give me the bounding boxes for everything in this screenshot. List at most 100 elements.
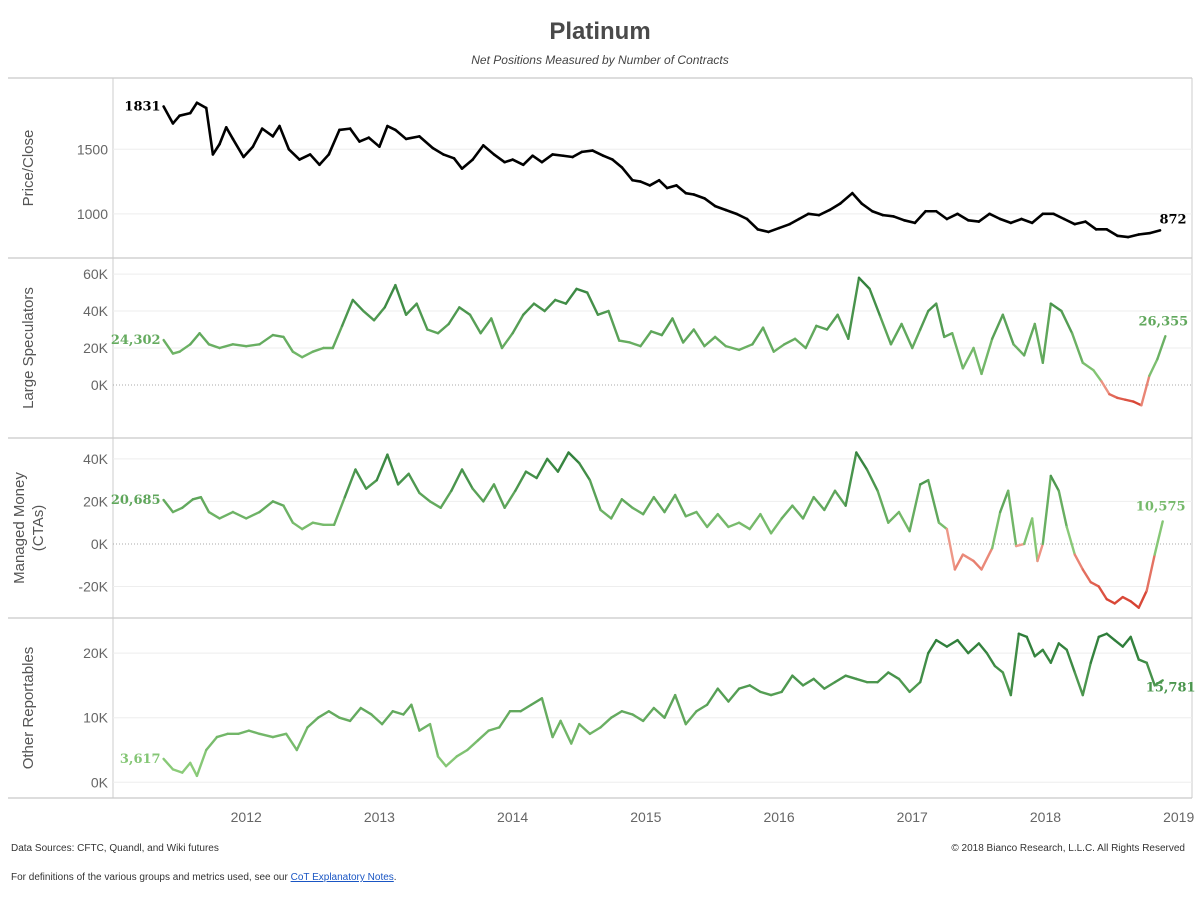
series-segment	[532, 302, 546, 313]
series-segment	[1049, 302, 1063, 313]
series-segment	[1129, 600, 1140, 609]
series-segment	[181, 498, 195, 509]
y-tick-label: -20K	[78, 578, 108, 594]
series-segment	[1062, 217, 1077, 226]
series-segment	[282, 335, 295, 353]
series-segment	[218, 510, 235, 520]
series-segment	[1025, 635, 1037, 658]
definitions-note: For definitions of the various groups an…	[11, 872, 397, 883]
series-segment	[985, 651, 997, 668]
series-segment	[990, 510, 1002, 550]
series-segment	[1145, 661, 1156, 687]
end-value-label: 10,575	[1136, 499, 1186, 514]
series-segment	[1137, 658, 1148, 664]
series-segment	[500, 332, 514, 350]
series-segment	[855, 677, 869, 684]
series-segment	[338, 716, 352, 723]
copyright-note: © 2018 Bianco Research, L.L.C. All Right…	[951, 843, 1185, 854]
series-segment	[703, 197, 717, 208]
series-segment	[1070, 332, 1084, 364]
series-segment	[945, 527, 957, 571]
series-segment	[1140, 374, 1151, 407]
series-segment	[836, 313, 850, 340]
series-segment	[695, 510, 709, 529]
series-segment	[1041, 302, 1052, 364]
x-tick-label: 2013	[364, 809, 395, 825]
series-segment	[237, 729, 251, 736]
series-segment	[684, 710, 698, 726]
series-segment	[737, 521, 751, 531]
y-tick-label: 20K	[83, 493, 109, 509]
series-segment	[1124, 398, 1135, 403]
series-segment	[215, 732, 229, 739]
series-segment	[988, 212, 1002, 221]
series-segment	[804, 324, 818, 350]
y-tick-label: 60K	[83, 266, 109, 282]
series-segment	[780, 504, 794, 520]
series-segment	[586, 291, 600, 316]
y-tick-label: 10K	[83, 710, 109, 726]
series-segment	[1121, 595, 1132, 603]
series-segment	[1014, 542, 1026, 548]
series-segment	[207, 343, 221, 350]
series-segment	[1057, 642, 1068, 652]
series-segment	[977, 642, 989, 655]
series-segment	[571, 150, 584, 159]
series-segment	[956, 638, 970, 655]
series-segment	[937, 521, 949, 531]
series-segment	[972, 559, 983, 571]
series-segment	[588, 478, 602, 512]
series-segment	[578, 461, 592, 482]
data-sources-note: Data Sources: CFTC, Quandl, and Wiki fut…	[11, 843, 219, 854]
series-segment	[961, 346, 975, 370]
series-segment	[998, 217, 1013, 225]
series-segment	[748, 684, 762, 694]
series-segment	[1153, 679, 1164, 687]
series-segment	[769, 690, 783, 697]
series-segment	[458, 306, 472, 316]
series-segment	[308, 153, 321, 167]
series-segment	[195, 101, 208, 110]
series-segment	[511, 313, 525, 335]
series-segment	[793, 337, 807, 350]
series-segment	[1156, 335, 1167, 361]
series-segment	[695, 703, 709, 713]
series-segment	[966, 218, 981, 223]
series-segment	[407, 472, 421, 495]
y-axis-label: Other Reportables	[20, 647, 37, 770]
series-segment	[892, 215, 906, 222]
series-segment	[919, 309, 930, 331]
series-segment	[648, 178, 661, 187]
series-segment	[291, 521, 304, 531]
series-segment	[876, 671, 890, 684]
series-segment	[902, 218, 917, 225]
series-segment	[559, 719, 573, 745]
y-axis-label: Managed Money (CTAs)	[11, 472, 47, 584]
series-segment	[383, 283, 397, 309]
series-segment	[745, 217, 760, 231]
definitions-period: .	[393, 872, 397, 883]
series-segment	[431, 146, 445, 156]
y-axis-label: Price/Close	[20, 130, 37, 207]
series-segment	[271, 500, 285, 507]
series-segment	[418, 135, 435, 150]
series-segment	[306, 716, 320, 729]
series-segment	[343, 468, 357, 499]
series-segment	[1033, 648, 1045, 658]
definitions-text: For definitions of the various groups an…	[11, 872, 291, 883]
series-segment	[908, 483, 922, 533]
series-segment	[1148, 229, 1162, 235]
series-segment	[692, 193, 706, 200]
series-segment	[245, 510, 261, 520]
series-segment	[828, 202, 842, 212]
series-segment	[1132, 400, 1143, 407]
series-segment	[471, 144, 485, 161]
series-segment	[713, 204, 728, 212]
series-segment	[338, 127, 352, 132]
series-segment	[801, 677, 815, 687]
series-segment	[471, 487, 485, 503]
series-segment	[1009, 217, 1023, 225]
series-segment	[447, 306, 461, 326]
series-segment	[588, 726, 602, 736]
cot-notes-link[interactable]: CoT Explanatory Notes	[290, 872, 394, 883]
